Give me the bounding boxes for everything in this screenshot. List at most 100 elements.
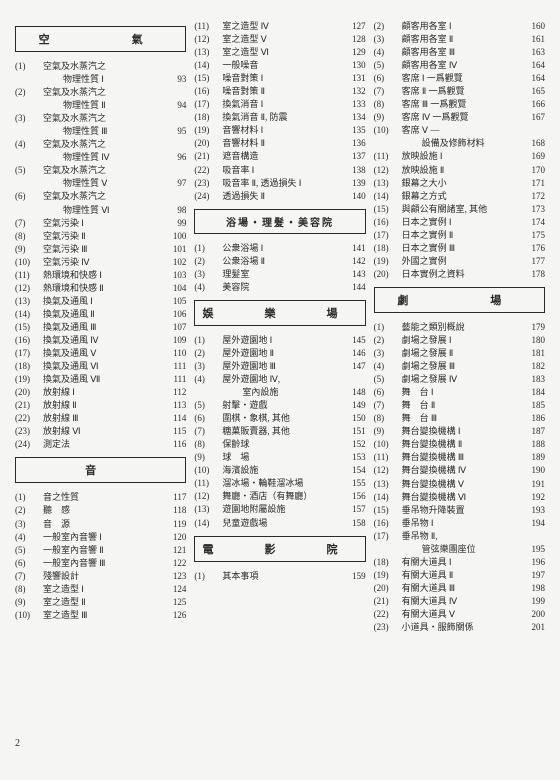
toc-row: (17)換氣及通風 Ⅴ110 — [15, 347, 186, 360]
toc-item-number: (6) — [374, 386, 402, 399]
toc-item-label: 殘響設計 — [43, 570, 156, 583]
toc-item-page: 158 — [336, 517, 366, 530]
toc-item-page: 192 — [515, 491, 545, 504]
toc-item-label: 有關大道具 Ⅳ — [402, 595, 515, 608]
toc-item-label: 空氣污染 Ⅲ — [43, 243, 156, 256]
toc-item-page: 183 — [515, 373, 545, 386]
toc-row: (2)公衆浴場 Ⅱ142 — [194, 255, 365, 268]
toc-item-label: 球 場 — [222, 451, 335, 464]
toc-item-number: (18) — [15, 360, 43, 373]
toc-item-number: (4) — [374, 360, 402, 373]
toc-item-label: 舞台變換機構 Ⅰ — [402, 425, 515, 438]
toc-item-label: 兒童遊戲場 — [222, 517, 335, 530]
toc-columns: 空 氣(1)空氣及水蒸汽之物理性質 Ⅰ93(2)空氣及水蒸汽之物理性質 Ⅱ94(… — [15, 20, 545, 730]
toc-item-page: 153 — [336, 451, 366, 464]
toc-row: (14)一般噪音130 — [194, 59, 365, 72]
toc-item-page: 115 — [156, 425, 186, 438]
toc-item-page: 159 — [336, 570, 366, 583]
toc-row: (4)劇場之發展 Ⅲ182 — [374, 360, 545, 373]
toc-item-label: 室之造型 Ⅳ — [222, 20, 335, 33]
toc-item-page: 201 — [515, 621, 545, 634]
toc-row: (16)垂吊物 Ⅰ194 — [374, 517, 545, 530]
toc-item-number: (11) — [374, 150, 402, 163]
toc-item-page: 123 — [156, 570, 186, 583]
toc-row: (1)音之性質117 — [15, 491, 186, 504]
toc-item-label: 換氣消音 Ⅱ, 防震 — [222, 111, 335, 124]
toc-row: (23)小道具・服飾關係201 — [374, 621, 545, 634]
toc-item-number: (5) — [15, 164, 43, 177]
toc-item-number: (6) — [15, 190, 43, 203]
toc-row: (9)空氣污染 Ⅲ101 — [15, 243, 186, 256]
toc-item-label: 屋外遊園地 Ⅲ — [222, 360, 335, 373]
toc-item-label: 舞廳・酒店（有舞廳） — [222, 490, 335, 503]
toc-item-number: (20) — [194, 137, 222, 150]
toc-row: (10)室之造型 Ⅲ126 — [15, 609, 186, 622]
toc-row: (13)室之造型 Ⅵ129 — [194, 46, 365, 59]
toc-row: (8)空氣污染 Ⅱ100 — [15, 230, 186, 243]
toc-column-2: (11)室之造型 Ⅳ127(12)室之造型 Ⅴ128(13)室之造型 Ⅵ129(… — [194, 20, 365, 730]
toc-item-page: 118 — [156, 504, 186, 517]
toc-item-number: (20) — [374, 268, 402, 281]
toc-item-label: 室內設施 — [222, 386, 335, 399]
toc-item-number: (1) — [194, 334, 222, 347]
toc-item-label: 音之性質 — [43, 491, 156, 504]
toc-item-number: (13) — [374, 177, 402, 190]
toc-item-number: (16) — [194, 85, 222, 98]
toc-item-page: 177 — [515, 255, 545, 268]
toc-item-page: 130 — [336, 59, 366, 72]
toc-row: (19)音響材料 Ⅰ135 — [194, 124, 365, 137]
toc-item-number: (10) — [15, 256, 43, 269]
toc-row: (13)舞台變換機構 Ⅴ191 — [374, 478, 545, 491]
toc-item-label: 銀幕之方式 — [402, 190, 515, 203]
toc-item-page: 184 — [515, 386, 545, 399]
toc-item-label: 海濱設施 — [222, 464, 335, 477]
toc-item-label: 射擊・遊戲 — [222, 399, 335, 412]
toc-row: (4)美容院144 — [194, 281, 365, 294]
toc-item-label: 屋外遊園地 Ⅰ — [222, 334, 335, 347]
toc-row: 物理性質 Ⅱ94 — [15, 99, 186, 112]
toc-item-page: 143 — [336, 268, 366, 281]
toc-item-page: 104 — [156, 282, 186, 295]
toc-row: (12)舞廳・酒店（有舞廳）156 — [194, 490, 365, 503]
toc-item-number: (2) — [374, 334, 402, 347]
toc-item-page: 195 — [515, 543, 545, 556]
toc-item-page: 176 — [515, 242, 545, 255]
toc-row: (24)測定法116 — [15, 438, 186, 451]
toc-item-page: 187 — [515, 425, 545, 438]
toc-item-number: (1) — [15, 491, 43, 504]
toc-item-page: 174 — [515, 216, 545, 229]
toc-item-page: 160 — [515, 20, 545, 33]
toc-item-label: 室之造型 Ⅵ — [222, 46, 335, 59]
toc-item-label: 舞 台 Ⅰ — [402, 386, 515, 399]
toc-item-label: 外國之實例 — [402, 255, 515, 268]
toc-item-page: 200 — [515, 608, 545, 621]
toc-item-label: 透過損失 Ⅱ — [222, 190, 335, 203]
toc-item-number: (19) — [374, 255, 402, 268]
toc-row: (14)銀幕之方式172 — [374, 190, 545, 203]
toc-item-label: 熱環境和快感 Ⅰ — [43, 269, 156, 282]
toc-row: (8)客席 Ⅲ 一爲觀覽166 — [374, 98, 545, 111]
toc-row: (7)糖菓販賣器, 其他151 — [194, 425, 365, 438]
toc-row: (1)屋外遊園地 Ⅰ145 — [194, 334, 365, 347]
toc-item-label: 換氣及通風 Ⅵ — [43, 360, 156, 373]
toc-item-label: 遊園地附屬設施 — [222, 503, 335, 516]
toc-item-number: (14) — [194, 59, 222, 72]
toc-row: (6)空氣及水蒸汽之 — [15, 190, 186, 203]
toc-item-page: 196 — [515, 556, 545, 569]
toc-row: (18)換氣及通風 Ⅵ111 — [15, 360, 186, 373]
toc-item-label: 舞台變換機構 Ⅴ — [402, 478, 515, 491]
toc-item-page: 169 — [515, 150, 545, 163]
toc-item-page: 141 — [336, 242, 366, 255]
toc-item-number: (7) — [15, 217, 43, 230]
toc-item-page: 188 — [515, 438, 545, 451]
toc-item-page: 134 — [336, 111, 366, 124]
toc-row: (22)吸音率 Ⅰ138 — [194, 164, 365, 177]
toc-item-page: 145 — [336, 334, 366, 347]
toc-column-1: 空 氣(1)空氣及水蒸汽之物理性質 Ⅰ93(2)空氣及水蒸汽之物理性質 Ⅱ94(… — [15, 20, 186, 730]
toc-item-number: (8) — [15, 230, 43, 243]
toc-row: (19)換氣及通風 Ⅶ111 — [15, 373, 186, 386]
toc-row: (11)舞台變換機構 Ⅲ189 — [374, 451, 545, 464]
toc-row: 室內設施148 — [194, 386, 365, 399]
toc-item-page: 139 — [336, 177, 366, 190]
toc-item-number: (1) — [374, 321, 402, 334]
